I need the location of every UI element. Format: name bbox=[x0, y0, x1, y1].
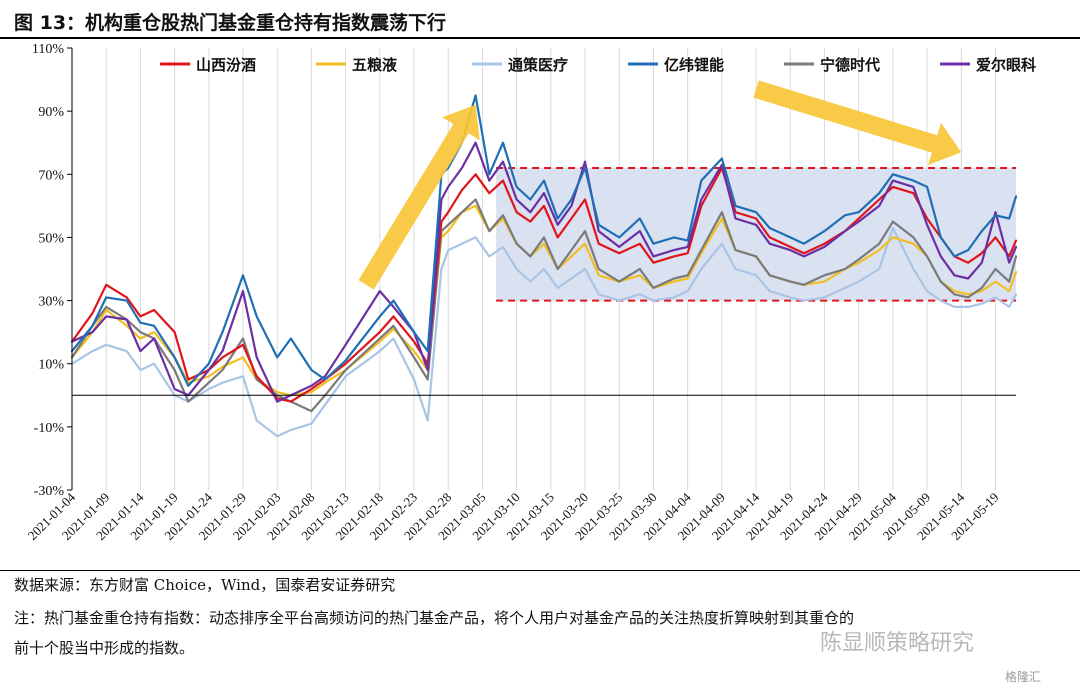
figure-title: 图 13：机构重仓股热门基金重仓持有指数震荡下行 bbox=[14, 12, 447, 34]
series-lines bbox=[70, 94, 1018, 438]
legend-label: 五粮液 bbox=[352, 56, 398, 74]
trend-arrow-down bbox=[753, 80, 962, 165]
legend-label: 爱尔眼科 bbox=[976, 56, 1036, 74]
y-tick-label: 50% bbox=[38, 231, 64, 246]
series-line-通策医疗 bbox=[70, 226, 1018, 438]
y-tick-label: 110% bbox=[32, 42, 64, 57]
y-tick-label: 30% bbox=[38, 295, 64, 310]
series-line-宁德时代 bbox=[70, 198, 1018, 413]
trend-arrow-up bbox=[358, 104, 480, 290]
note-line-2: 前十个股当中形成的指数。 bbox=[14, 639, 195, 657]
note-line-1: 注：热门基金重仓持有指数：动态排序全平台高频访问的热门基金产品，将个人用户对基金… bbox=[14, 609, 855, 627]
legend-label: 通策医疗 bbox=[508, 56, 568, 74]
y-tick-label: -10% bbox=[34, 421, 65, 436]
y-tick-label: 70% bbox=[38, 168, 64, 183]
series-line-五粮液 bbox=[70, 204, 1018, 397]
legend-label: 亿纬锂能 bbox=[664, 56, 724, 74]
series-line-爱尔眼科 bbox=[70, 141, 1018, 403]
title-rule bbox=[0, 37, 1080, 39]
series-line-亿纬锂能 bbox=[70, 94, 1018, 387]
series-line-山西汾酒 bbox=[70, 166, 1018, 403]
legend: 山西汾酒 五粮液 通策医疗 亿纬锂能 宁德时代 爱尔眼科 bbox=[160, 56, 1036, 74]
watermark: 陈显顺策略研究 bbox=[820, 631, 975, 656]
legend-label: 宁德时代 bbox=[820, 56, 880, 74]
legend-label: 山西汾酒 bbox=[196, 56, 256, 74]
watermark-small: 格隆汇 bbox=[1005, 670, 1042, 684]
source-note: 数据来源：东方财富 Choice，Wind，国泰君安证券研究 bbox=[14, 576, 396, 594]
y-tick-label: 90% bbox=[38, 105, 64, 120]
chart: 2021-01-042021-01-092021-01-142021-01-19… bbox=[25, 42, 1036, 543]
y-tick-label: 10% bbox=[38, 358, 64, 373]
trend-arrows bbox=[358, 80, 962, 290]
y-tick-label: -30% bbox=[34, 484, 65, 499]
bottom-rule bbox=[0, 570, 1080, 571]
